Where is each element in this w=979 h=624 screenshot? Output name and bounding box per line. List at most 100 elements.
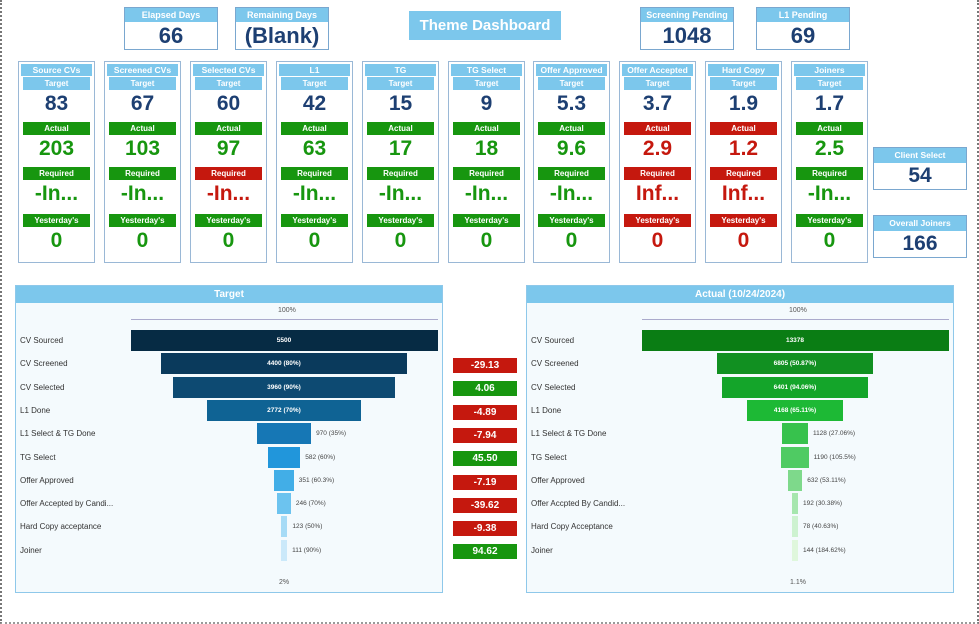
funnel-category-label: Hard Copy Acceptance <box>531 522 613 532</box>
metric-actual-label: Actual <box>796 122 863 135</box>
metric-card-title: Joiners <box>794 64 865 76</box>
funnel-value-label: 1190 (105.5%) <box>813 453 856 461</box>
metric-actual-section: Actual 9.6 <box>538 122 605 162</box>
metric-yesterday-value: 0 <box>651 229 664 252</box>
funnel-category-label: CV Screened <box>531 359 579 369</box>
funnel-category-label: Offer Approved <box>531 475 585 485</box>
elapsed-days-value: 66 <box>158 23 184 48</box>
funnel-value-label: 6401 (94.06%) <box>773 383 817 391</box>
overall-joiners-value: 166 <box>902 232 938 255</box>
funnel-top-label: 100% <box>789 307 807 314</box>
funnel-category-label: Joiner <box>531 545 553 555</box>
metric-target-section: Target 60 <box>195 77 262 117</box>
funnel-bar <box>716 353 874 375</box>
metric-required-value: -In... <box>292 182 337 205</box>
metric-required-value: -In... <box>807 182 852 205</box>
funnel-bottom-label: 2% <box>279 579 290 586</box>
metric-required-section: Required -In... <box>453 167 520 207</box>
funnel-category-label: Hard Copy acceptance <box>20 522 102 532</box>
client-select-label: Client Select <box>874 148 966 163</box>
metric-target-label: Target <box>796 77 863 90</box>
funnel-value-label: 123 (50%) <box>292 523 323 531</box>
target-funnel-panel: Target 100% 2% CV Sourced 5500 CV Screened 44… <box>15 285 443 593</box>
difference-value: -7.19 <box>453 474 517 490</box>
metric-yesterday-value: 0 <box>50 229 63 252</box>
metric-target-section: Target 5.3 <box>538 77 605 117</box>
funnel-reference-line <box>641 319 949 320</box>
metric-actual-value: 18 <box>474 137 499 160</box>
funnel-bar <box>792 516 798 538</box>
metric-required-section: Required -In... <box>796 167 863 207</box>
metric-card: L1 Target 42 Actual 63 Required -In... Yesterda… <box>276 61 353 263</box>
metric-card-title: Offer Accepted <box>622 64 693 76</box>
metric-yesterday-value: 0 <box>136 229 149 252</box>
metric-target-section: Target 15 <box>367 77 434 117</box>
metric-target-value: 60 <box>216 92 241 115</box>
remaining-days-value: (Blank) <box>244 23 320 48</box>
metric-actual-value: 17 <box>388 137 413 160</box>
l1-pending-value: 69 <box>790 23 816 48</box>
metric-yesterday-value: 0 <box>737 229 750 252</box>
funnel-bar <box>277 493 291 515</box>
funnel-value-label: 582 (60%) <box>305 453 336 461</box>
metric-target-value: 1.9 <box>728 92 759 115</box>
metric-required-label: Required <box>109 167 176 180</box>
metric-required-section: Required Inf... <box>710 167 777 207</box>
metric-actual-section: Actual 1.2 <box>710 122 777 162</box>
funnel-bar <box>792 493 798 515</box>
funnel-bar <box>792 539 798 561</box>
screening-pending-value: 1048 <box>662 23 712 48</box>
funnel-top-label: 100% <box>278 307 296 314</box>
funnel-value-label: 78 (40.63%) <box>803 523 839 531</box>
metric-actual-label: Actual <box>109 122 176 135</box>
metric-required-value: Inf... <box>635 182 680 205</box>
metric-card-title: L1 <box>279 64 350 76</box>
metric-card-title: TG Select <box>451 64 522 76</box>
funnel-category-label: L1 Select & TG Done <box>20 429 96 439</box>
metric-required-section: Required -In... <box>109 167 176 207</box>
metric-card-title: Source CVs <box>21 64 92 76</box>
client-select-value: 54 <box>908 164 932 187</box>
funnel-bar <box>173 376 395 398</box>
metric-yesterday-section: Yesterday's 0 <box>538 214 605 254</box>
metric-actual-label: Actual <box>538 122 605 135</box>
metric-actual-label: Actual <box>281 122 348 135</box>
funnel-category-label: L1 Done <box>531 405 562 415</box>
funnel-bar <box>280 539 288 561</box>
funnel-bar <box>256 423 312 445</box>
funnel-category-label: Offer Approved <box>20 475 74 485</box>
metric-yesterday-value: 0 <box>222 229 235 252</box>
metric-card: Joiners Target 1.7 Actual 2.5 Required -In... Y… <box>791 61 868 263</box>
funnel-bar <box>267 446 301 468</box>
funnel-category-label: L1 Select & TG Done <box>531 429 607 439</box>
metric-yesterday-section: Yesterday's 0 <box>796 214 863 254</box>
metric-required-section: Required -In... <box>281 167 348 207</box>
metric-target-value: 67 <box>130 92 155 115</box>
funnel-category-label: CV Screened <box>20 359 68 369</box>
metric-target-label: Target <box>23 77 90 90</box>
metric-actual-section: Actual 103 <box>109 122 176 162</box>
page-title: Theme Dashboard <box>409 11 561 40</box>
metric-target-value: 42 <box>302 92 327 115</box>
funnel-value-label: 632 (53.11%) <box>807 476 846 484</box>
funnel-bar <box>130 330 438 351</box>
metric-target-section: Target 3.7 <box>624 77 691 117</box>
difference-value: -4.89 <box>453 404 517 420</box>
funnel-value-label: 4168 (65.11%) <box>773 406 817 414</box>
metric-target-section: Target 42 <box>281 77 348 117</box>
metric-actual-label: Actual <box>195 122 262 135</box>
metric-target-label: Target <box>281 77 348 90</box>
difference-value: -9.38 <box>453 521 517 537</box>
screening-pending-card: Screening Pending 1048 <box>640 7 734 50</box>
metric-target-section: Target 83 <box>23 77 90 117</box>
metric-required-label: Required <box>710 167 777 180</box>
metric-required-value: -In... <box>120 182 165 205</box>
funnel-value-label: 1128 (27.06%) <box>812 430 856 438</box>
metric-card: TG Select Target 9 Actual 18 Required -In... Ye… <box>448 61 525 263</box>
metric-required-label: Required <box>195 167 262 180</box>
metric-actual-label: Actual <box>367 122 434 135</box>
metric-card: Offer Accepted Target 3.7 Actual 2.9 Required… <box>619 61 696 263</box>
metric-yesterday-label: Yesterday's <box>195 214 262 227</box>
l1-pending-card: L1 Pending 69 <box>756 7 850 50</box>
metric-yesterday-section: Yesterday's 0 <box>281 214 348 254</box>
